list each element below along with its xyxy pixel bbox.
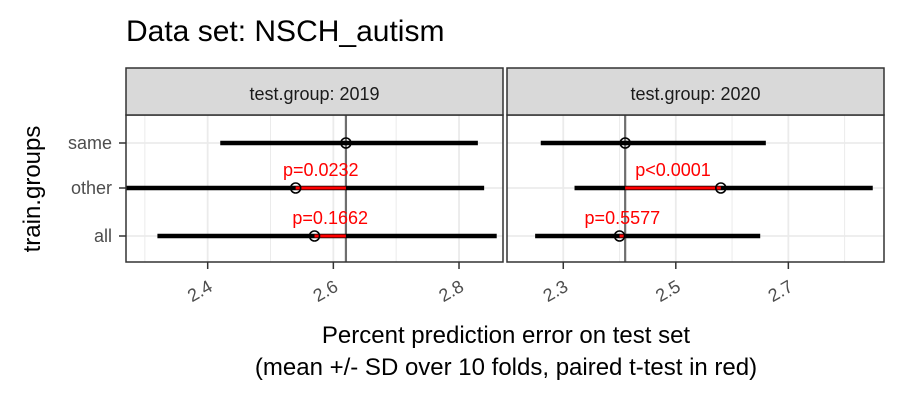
x-tick-label: 2.3 <box>540 276 572 306</box>
y-tick-label-other: other <box>71 178 112 198</box>
p-value-label-all: p=0.5577 <box>585 208 661 228</box>
facet-strip-label: test.group: 2019 <box>249 84 379 104</box>
x-tick-label: 2.6 <box>310 276 342 306</box>
facet-strip-label: test.group: 2020 <box>630 84 760 104</box>
x-tick-label: 2.4 <box>184 276 216 306</box>
mean-point-all <box>613 230 626 242</box>
mean-point-same <box>619 137 631 149</box>
x-tick-label: 2.7 <box>765 276 797 306</box>
mean-point-other <box>289 182 302 194</box>
facet-panels: same other all p=0.0232 p=0.1662 test.group: … <box>68 67 885 306</box>
y-tick-label-all: all <box>94 226 112 246</box>
mean-point-other <box>715 182 727 194</box>
x-tick-label: 2.8 <box>435 276 467 306</box>
p-value-label-other: p=0.0232 <box>283 160 359 180</box>
facet-strip <box>506 67 885 116</box>
facet-panel-0: p=0.0232 p=0.1662 test.group: 2019 2.4 2.6 2.… <box>125 67 504 306</box>
mean-point-all <box>308 230 321 242</box>
y-tick-label-same: same <box>68 133 112 153</box>
x-tick-label: 2.5 <box>652 276 684 306</box>
facet-panel-1: p<0.0001 p=0.5577 test.group: 2020 2.3 2.5 2.… <box>506 67 885 306</box>
chart-title: Data set: NSCH_autism <box>126 15 444 48</box>
y-axis-title: train.groups <box>19 126 46 253</box>
x-axis-title-line-2: (mean +/- SD over 10 folds, paired t-tes… <box>255 354 757 381</box>
x-axis-title-line-1: Percent prediction error on test set <box>322 322 691 349</box>
p-value-label-other: p<0.0001 <box>635 160 711 180</box>
mean-point-same <box>340 137 352 149</box>
facet-strip <box>125 67 504 116</box>
p-value-label-all: p=0.1662 <box>292 208 368 228</box>
